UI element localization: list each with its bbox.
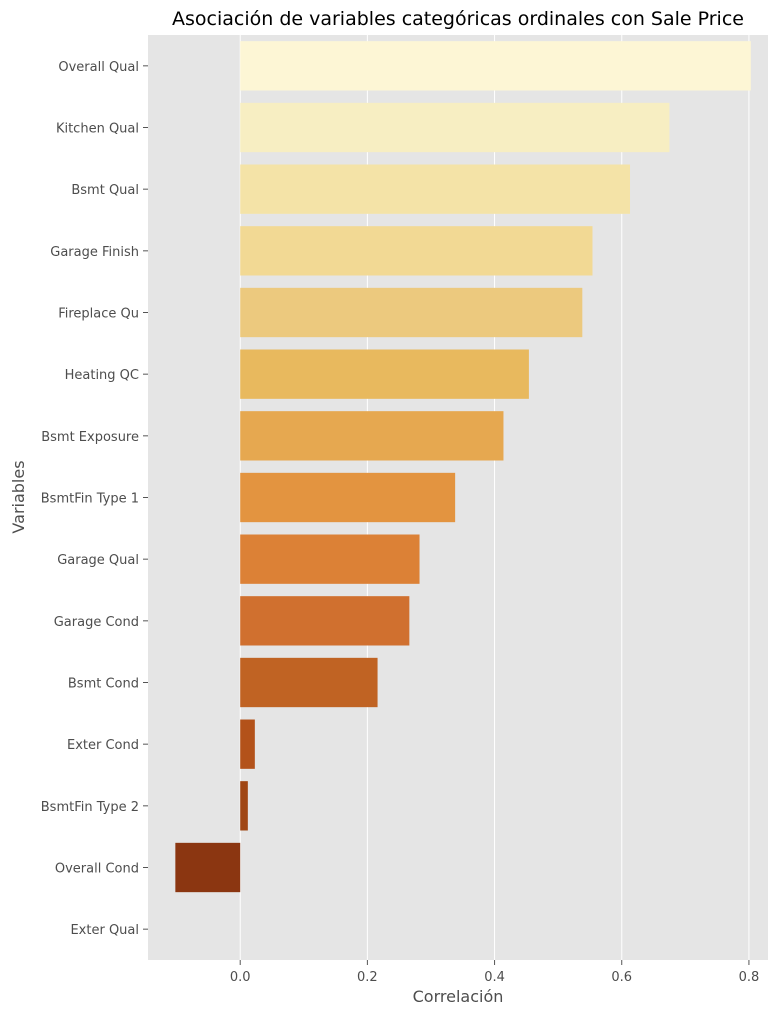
y-tick-label: BsmtFin Type 2 (41, 800, 139, 815)
bar-bsmt-exposure (240, 411, 504, 461)
bar-garage-cond (240, 596, 410, 646)
bar-bsmt-cond (240, 657, 378, 708)
y-tick-label: Exter Cond (67, 738, 139, 753)
y-tick-label: BsmtFin Type 1 (41, 492, 139, 507)
bars (175, 41, 751, 893)
bar-garage-qual (240, 534, 420, 584)
y-tick-label: Exter Qual (70, 923, 139, 938)
x-tick-label: 0.4 (484, 970, 505, 985)
bar-bsmtfin-type-1 (240, 472, 456, 523)
y-axis-label: Variables (9, 460, 28, 533)
x-tick-label: 0.8 (739, 970, 760, 985)
bar-overall-qual (240, 41, 751, 91)
bar-fireplace-qu (240, 287, 583, 338)
bar-bsmtfin-type-2 (240, 781, 248, 831)
x-tick-label: 0.6 (611, 970, 632, 985)
x-axis: 0.0 0.2 0.4 0.6 0.8 (230, 960, 759, 985)
bar-exter-cond (240, 719, 255, 769)
chart-title: Asociación de variables categóricas ordi… (172, 8, 744, 30)
y-tick-label: Bsmt Cond (68, 677, 139, 692)
y-tick-label: Garage Finish (50, 245, 139, 260)
y-tick-label: Overall Cond (55, 862, 139, 877)
y-tick-label: Bsmt Qual (71, 183, 139, 198)
bar-overall-cond (175, 842, 241, 893)
y-tick-label: Fireplace Qu (58, 307, 139, 322)
y-tick-label: Garage Cond (54, 615, 139, 630)
x-tick-label: 0.2 (357, 970, 378, 985)
y-tick-label: Heating QC (65, 368, 139, 383)
y-tick-label: Kitchen Qual (56, 122, 139, 137)
y-tick-label: Garage Qual (57, 553, 139, 568)
bar-bsmt-qual (240, 164, 631, 214)
bar-heating-qc (240, 349, 529, 399)
x-tick-label: 0.0 (230, 970, 251, 985)
y-tick-label: Bsmt Exposure (41, 430, 139, 445)
y-tick-label: Overall Qual (58, 60, 139, 75)
bar-garage-finish (240, 226, 593, 276)
bar-kitchen-qual (240, 102, 670, 153)
y-axis: Overall Qual Kitchen Qual Bsmt Qual Garage … (41, 60, 148, 938)
x-axis-label: Correlación (413, 987, 504, 1006)
